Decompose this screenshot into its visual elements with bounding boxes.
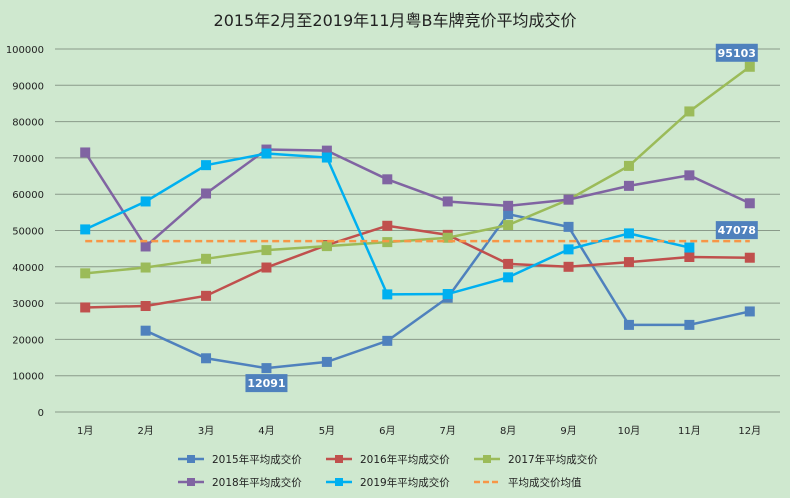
x-tick-label: 3月 bbox=[198, 425, 214, 437]
legend-entry: 2015年平均成交价 bbox=[212, 453, 302, 466]
y-tick-label: 0 bbox=[38, 408, 44, 419]
data-point bbox=[80, 147, 91, 158]
y-tick-label: 60000 bbox=[12, 190, 44, 201]
data-point bbox=[321, 241, 332, 252]
x-tick-label: 7月 bbox=[440, 425, 456, 437]
data-point bbox=[80, 268, 91, 279]
data-point bbox=[140, 241, 151, 252]
legend-entry: 平均成交价均值 bbox=[508, 476, 582, 489]
data-point bbox=[442, 196, 453, 207]
y-tick-label: 40000 bbox=[12, 263, 44, 274]
data-point bbox=[261, 363, 272, 374]
data-point bbox=[503, 209, 514, 220]
data-point bbox=[623, 180, 634, 191]
data-point bbox=[684, 251, 695, 262]
series-line-3 bbox=[84, 148, 751, 249]
x-tick-label: 5月 bbox=[319, 425, 335, 437]
data-point bbox=[261, 262, 272, 273]
data-point bbox=[684, 242, 695, 253]
data-point bbox=[80, 302, 91, 313]
data-point bbox=[140, 325, 151, 336]
legend-marker-point bbox=[335, 478, 343, 486]
data-point bbox=[503, 258, 514, 269]
legend-entry: 2018年平均成交价 bbox=[212, 476, 302, 489]
legend-entry: 2019年平均成交价 bbox=[360, 476, 450, 489]
x-tick-label: 1月 bbox=[77, 425, 93, 437]
x-tick-label: 9月 bbox=[560, 425, 576, 437]
data-point bbox=[623, 160, 634, 171]
data-point bbox=[201, 253, 212, 264]
data-label-box bbox=[715, 221, 758, 240]
data-point bbox=[503, 220, 514, 231]
data-point bbox=[382, 289, 393, 300]
x-tick-label: 2月 bbox=[137, 425, 153, 437]
data-point bbox=[563, 221, 574, 232]
legend-marker-point bbox=[187, 455, 195, 463]
data-point bbox=[261, 245, 272, 256]
legend-marker-point bbox=[187, 478, 195, 486]
legend-entry: 2017年平均成交价 bbox=[508, 453, 598, 466]
data-point bbox=[321, 145, 332, 156]
data-point bbox=[321, 152, 332, 163]
data-point bbox=[201, 290, 212, 301]
data-point bbox=[382, 220, 393, 231]
data-point bbox=[140, 262, 151, 273]
data-point bbox=[744, 306, 755, 317]
x-tick-label: 6月 bbox=[379, 425, 395, 437]
data-point bbox=[623, 319, 634, 330]
x-tick-label: 11月 bbox=[678, 425, 701, 437]
x-tick-label: 12月 bbox=[738, 425, 761, 437]
data-point bbox=[140, 301, 151, 312]
y-tick-label: 50000 bbox=[12, 227, 44, 238]
data-label: 47078 bbox=[718, 224, 756, 237]
legend-marker-point bbox=[335, 455, 343, 463]
data-point bbox=[503, 272, 514, 283]
y-tick-label: 20000 bbox=[12, 335, 44, 346]
data-point bbox=[201, 160, 212, 171]
series-line-1 bbox=[85, 224, 750, 309]
legend-marker-point bbox=[483, 455, 491, 463]
y-tick-label: 80000 bbox=[12, 118, 44, 129]
data-label: 95103 bbox=[718, 47, 756, 60]
y-tick-label: 90000 bbox=[12, 81, 44, 92]
data-point bbox=[744, 198, 755, 209]
data-point bbox=[744, 252, 755, 263]
data-point bbox=[201, 188, 212, 199]
data-point bbox=[744, 61, 755, 72]
legend-entry: 2016年平均成交价 bbox=[360, 453, 450, 466]
data-point bbox=[623, 228, 634, 239]
y-tick-label: 10000 bbox=[12, 372, 44, 383]
data-point bbox=[684, 319, 695, 330]
data-label-box bbox=[715, 43, 758, 62]
y-tick-label: 70000 bbox=[12, 154, 44, 165]
data-label-box bbox=[245, 374, 288, 393]
data-point bbox=[80, 224, 91, 235]
data-point bbox=[201, 353, 212, 364]
data-point bbox=[623, 257, 634, 268]
data-point bbox=[563, 261, 574, 272]
data-point bbox=[563, 244, 574, 255]
data-point bbox=[442, 232, 453, 243]
data-point bbox=[261, 148, 272, 159]
data-point bbox=[503, 200, 514, 211]
data-point bbox=[140, 196, 151, 207]
data-label: 12091 bbox=[247, 377, 285, 390]
data-point bbox=[442, 289, 453, 300]
x-tick-label: 10月 bbox=[618, 425, 641, 437]
y-tick-label: 100000 bbox=[6, 45, 44, 56]
data-point bbox=[321, 356, 332, 367]
data-point bbox=[382, 335, 393, 346]
y-tick-label: 30000 bbox=[12, 299, 44, 310]
data-point bbox=[382, 174, 393, 185]
data-point bbox=[563, 194, 574, 205]
x-tick-label: 8月 bbox=[500, 425, 516, 437]
chart-title: 2015年2月至2019年11月粤B车牌竞价平均成交价 bbox=[214, 11, 577, 30]
data-point bbox=[684, 106, 695, 117]
x-tick-label: 4月 bbox=[258, 425, 274, 437]
data-point bbox=[684, 170, 695, 181]
